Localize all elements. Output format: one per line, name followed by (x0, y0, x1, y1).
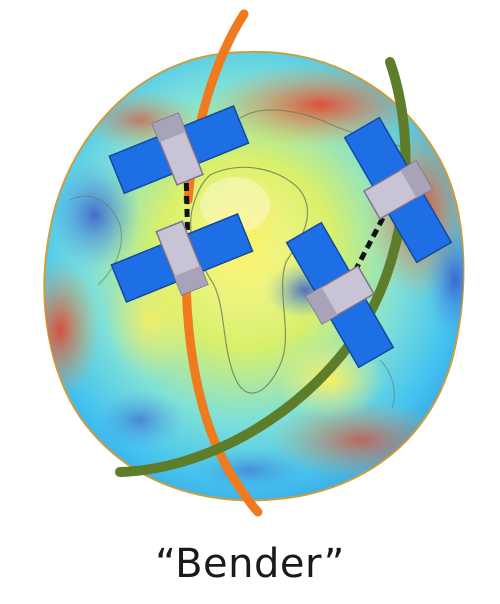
satellite-upper-right (343, 116, 453, 264)
satellite-upper-left (108, 105, 250, 195)
polar-orbit (181, 245, 263, 517)
satellite-lower-right (285, 221, 395, 369)
satellite-pair-inclined (285, 116, 453, 369)
satellite-pair-polar (108, 105, 254, 303)
diagram-caption: “Bender” (155, 541, 345, 587)
satellite-lower-left (110, 213, 254, 303)
bender-constellation-diagram (43, 9, 465, 517)
